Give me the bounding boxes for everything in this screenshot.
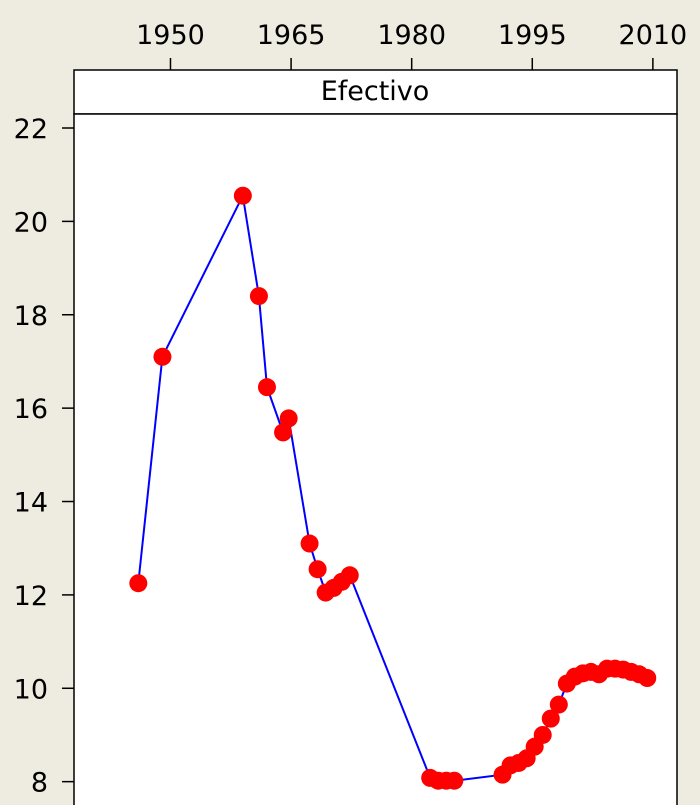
data-point [445, 771, 464, 790]
data-point [279, 409, 298, 428]
series-layer [129, 186, 657, 790]
y-tick-label: 12 [14, 581, 48, 612]
x-tick-label: 1980 [377, 20, 446, 51]
data-point [233, 186, 252, 205]
x-tick-label: 1965 [257, 20, 326, 51]
data-point [308, 560, 327, 579]
plot-area [73, 113, 678, 805]
data-point [274, 423, 293, 442]
y-axis: 8 10 12 14 16 18 20 22 [14, 114, 74, 799]
data-point [257, 378, 276, 397]
y-tick-label: 22 [14, 114, 48, 145]
data-point [129, 574, 148, 593]
data-point [541, 709, 560, 728]
y-tick-label: 8 [31, 768, 48, 799]
data-point [249, 287, 268, 306]
y-tick-label: 16 [14, 394, 48, 425]
y-tick-label: 20 [14, 207, 48, 238]
x-tick-label: 1995 [498, 20, 567, 51]
data-point [340, 566, 359, 585]
y-tick-label: 18 [14, 301, 48, 332]
x-tick-label: 1950 [136, 20, 205, 51]
x-tick-label: 2010 [619, 20, 688, 51]
panel-title: Efectivo [321, 76, 430, 107]
y-tick-label: 14 [14, 488, 48, 519]
y-tick-label: 10 [14, 674, 48, 705]
data-point [300, 534, 319, 553]
x-axis: 1950 1965 1980 1995 2010 [136, 20, 687, 70]
data-point [153, 347, 172, 366]
data-point [533, 725, 552, 744]
data-point [638, 669, 657, 688]
panel-header [73, 69, 678, 115]
data-point [549, 695, 568, 714]
